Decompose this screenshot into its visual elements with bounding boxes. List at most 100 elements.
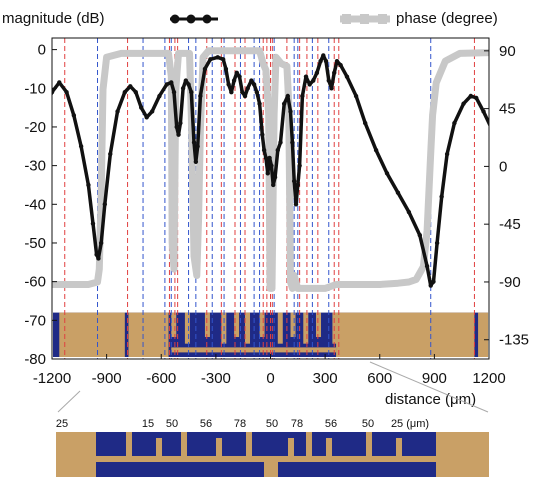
phase-series — [52, 47, 489, 292]
magnitude-point — [338, 62, 343, 68]
magnitude-point — [326, 78, 331, 83]
magnitude-point — [178, 120, 183, 126]
magnitude-point — [174, 124, 179, 130]
magnitude-point — [139, 105, 144, 110]
magnitude-point — [293, 202, 299, 207]
magnitude-point — [353, 93, 359, 99]
strip-metal-finger — [234, 312, 240, 338]
magnitude-point — [323, 59, 329, 64]
magnitude-point — [329, 86, 334, 91]
right-axis-tick-label: -90 — [499, 274, 521, 291]
strip-metal-pad — [128, 312, 169, 357]
left-axis-tick-label: -40 — [24, 196, 46, 213]
magnitude-point — [474, 95, 479, 101]
right-axis-tick-label: -135 — [499, 332, 529, 349]
magnitude-point — [439, 194, 444, 199]
zoom-line-left — [57, 390, 81, 413]
magnitude-point — [102, 202, 108, 207]
magnitude-point — [261, 147, 267, 153]
left-axis-tick-label: -60 — [24, 274, 46, 291]
magnitude-point — [169, 80, 174, 85]
magnitude-point — [272, 175, 278, 180]
inset-metal-finger — [156, 438, 162, 456]
strip-metal-finger — [303, 312, 309, 344]
magnitude-point — [278, 140, 283, 145]
magnitude-point — [249, 78, 254, 83]
magnitude-point — [461, 101, 466, 106]
strip-metal-finger — [277, 312, 283, 344]
magnitude-point — [269, 163, 274, 168]
strip-metal-finger — [290, 312, 296, 338]
magnitude-point — [195, 144, 200, 149]
magnitude-point — [189, 89, 194, 95]
left-axis-tick-label: -10 — [24, 80, 46, 97]
magnitude-point — [128, 84, 133, 89]
magnitude-point — [260, 132, 265, 137]
left-axis-tick-label: -70 — [24, 312, 46, 329]
magnitude-point — [180, 86, 186, 91]
magnitude-point — [281, 101, 287, 106]
magnitude-point — [444, 151, 450, 157]
magnitude-point — [234, 70, 240, 76]
magnitude-point — [271, 182, 276, 188]
magnitude-point — [164, 82, 169, 87]
phase-line — [52, 47, 489, 292]
magnitude-point — [157, 93, 162, 99]
left-axis-tick-label: -80 — [24, 351, 46, 368]
inset-scale-label: 50 — [362, 418, 374, 430]
magnitude-point — [395, 190, 401, 195]
axes: 0 -10 -20 -30 -40 -50 -60 -70 -80 90 45 0 -45 -90 -135… — [24, 42, 529, 387]
x-axis-tick-label: -600 — [146, 370, 176, 387]
magnitude-point — [321, 53, 326, 58]
magnitude-point — [96, 256, 101, 261]
magnitude-point — [275, 147, 280, 153]
strip-metal-pad — [59, 312, 125, 357]
magnitude-point — [311, 78, 316, 83]
magnitude-point — [318, 59, 323, 64]
magnitude-point — [288, 109, 293, 114]
magnitude-point — [98, 240, 104, 246]
magnitude-series — [52, 53, 489, 288]
x-axis-tick-label: -900 — [92, 370, 122, 387]
magnitude-point — [431, 279, 436, 284]
left-axis-tick-label: 0 — [38, 42, 46, 59]
magnitude-point — [202, 66, 208, 72]
magnitude-point — [334, 59, 340, 64]
magnitude-point — [57, 80, 62, 85]
magnitude-point — [122, 89, 128, 95]
magnitude-point — [64, 89, 69, 95]
magnitude-point — [290, 140, 295, 145]
magnitude-point — [90, 221, 96, 226]
magnitude-point — [86, 182, 91, 188]
magnitude-point — [108, 151, 113, 157]
magnitude-point — [245, 86, 250, 91]
magnitude-point — [133, 89, 138, 95]
inset-scale-label: 50 — [166, 418, 178, 430]
magnitude-point — [223, 66, 229, 72]
magnitude-point — [52, 89, 55, 95]
x-axis-tick-label: 300 — [313, 370, 338, 387]
right-axis-tick-label: 45 — [499, 101, 516, 118]
inset-metal-finger — [326, 438, 332, 456]
magnitude-point — [144, 115, 149, 120]
magnitude-point — [208, 57, 213, 62]
magnitude-point — [71, 113, 77, 118]
inset-metal-pad — [436, 432, 489, 477]
magnitude-point — [265, 171, 270, 176]
inset-scale-label: 25 (μm) — [391, 418, 429, 430]
zoom-line-right — [369, 361, 489, 413]
magnitude-point — [291, 178, 297, 184]
magnitude-point — [193, 159, 199, 164]
inset-scale-label: 50 — [266, 418, 278, 430]
magnitude-point — [78, 144, 84, 149]
inset-scale-label: 56 — [325, 418, 337, 430]
magnitude-point — [229, 89, 234, 95]
x-axis-tick-label: -1200 — [33, 370, 71, 387]
magnitude-point — [240, 89, 245, 95]
magnitude-point — [332, 70, 337, 76]
x-axis-tick-label: 0 — [266, 370, 274, 387]
inset-metal-pad — [56, 432, 96, 477]
x-axis-label: distance (μm) — [385, 391, 476, 408]
inset-scale-label: 78 — [234, 418, 246, 430]
